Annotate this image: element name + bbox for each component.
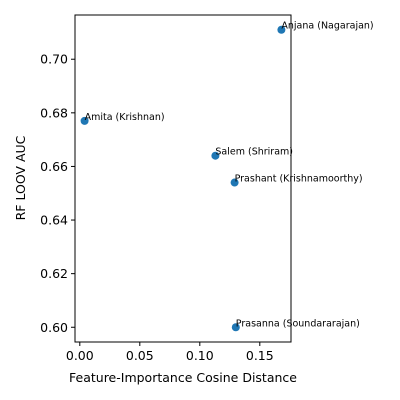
point-label: Prasanna (Soundararajan) bbox=[236, 318, 360, 329]
point-label: Prashant (Krishnamoorthy) bbox=[235, 174, 363, 185]
plot-border bbox=[74, 14, 292, 343]
y-tick-label: 0.70 bbox=[40, 52, 68, 67]
y-tick-label: 0.62 bbox=[40, 266, 68, 281]
point-label: Amita (Krishnan) bbox=[85, 112, 165, 123]
plot-frame bbox=[74, 14, 292, 343]
scatter-point bbox=[230, 178, 239, 187]
y-axis-label: RF LOOV AUC bbox=[13, 135, 28, 220]
point-label: Anjana (Nagarajan) bbox=[281, 21, 373, 32]
scatter-point bbox=[277, 25, 286, 34]
y-tick-label: 0.68 bbox=[40, 105, 68, 120]
x-tick-label: 0.00 bbox=[66, 348, 94, 363]
x-tick-label: 0.15 bbox=[246, 348, 274, 363]
x-tick-label: 0.05 bbox=[126, 348, 154, 363]
scatter-point bbox=[211, 151, 220, 160]
scatter-point bbox=[231, 323, 240, 332]
x-tick-label: 0.10 bbox=[186, 348, 214, 363]
x-axis-ticks: 0.00 0.05 0.10 0.15 bbox=[66, 342, 274, 363]
y-tick-label: 0.66 bbox=[40, 159, 68, 174]
y-axis-ticks: 0.60 0.62 0.64 0.66 0.68 0.70 bbox=[40, 52, 75, 335]
x-axis-label: Feature-Importance Cosine Distance bbox=[69, 370, 297, 385]
scatter-point bbox=[80, 116, 89, 125]
point-label: Salem (Shriram) bbox=[215, 147, 293, 158]
scatter-points bbox=[80, 25, 286, 332]
y-tick-label: 0.60 bbox=[40, 320, 68, 335]
point-labels: Anjana (Nagarajan) Amita (Krishnan) Salem … bbox=[85, 21, 374, 330]
y-tick-label: 0.64 bbox=[40, 213, 68, 228]
